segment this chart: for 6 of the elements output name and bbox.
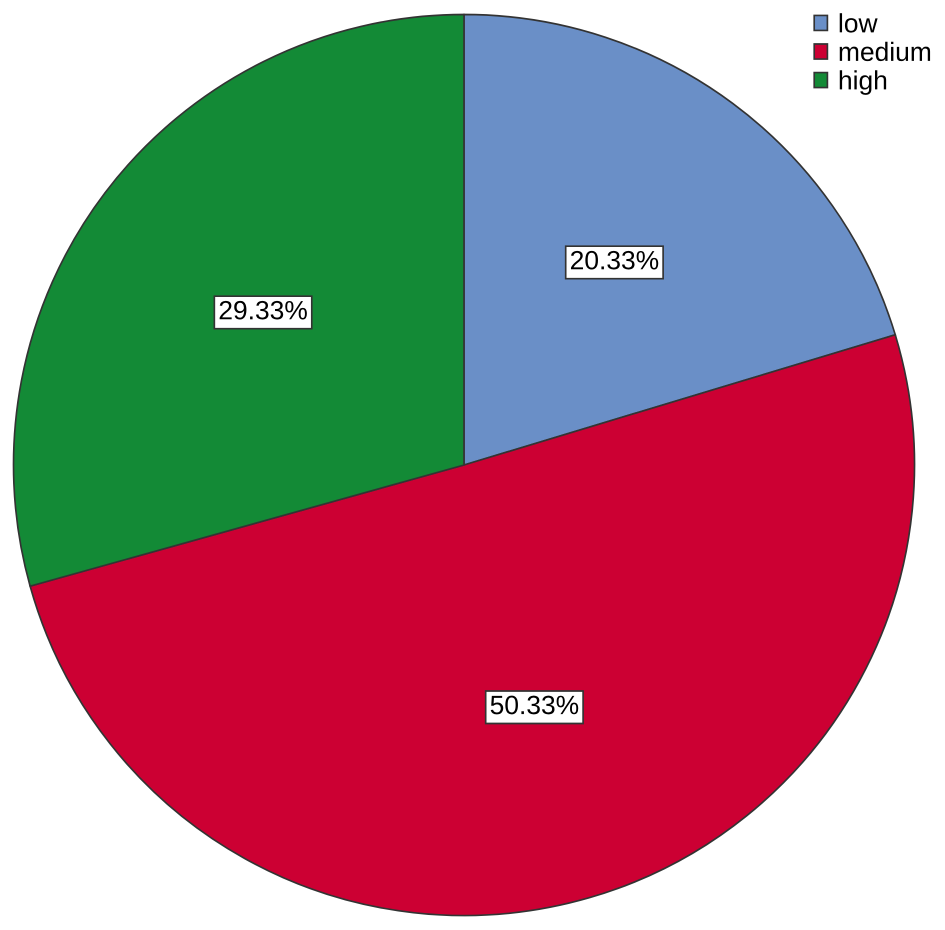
legend-label: low: [840, 13, 878, 33]
data-label: 20.33%: [570, 250, 658, 270]
legend-label: medium: [840, 42, 930, 62]
data-label: 50.33%: [490, 696, 578, 714]
legend-label: high: [840, 70, 886, 95]
data-label: 29.33%: [220, 300, 307, 320]
